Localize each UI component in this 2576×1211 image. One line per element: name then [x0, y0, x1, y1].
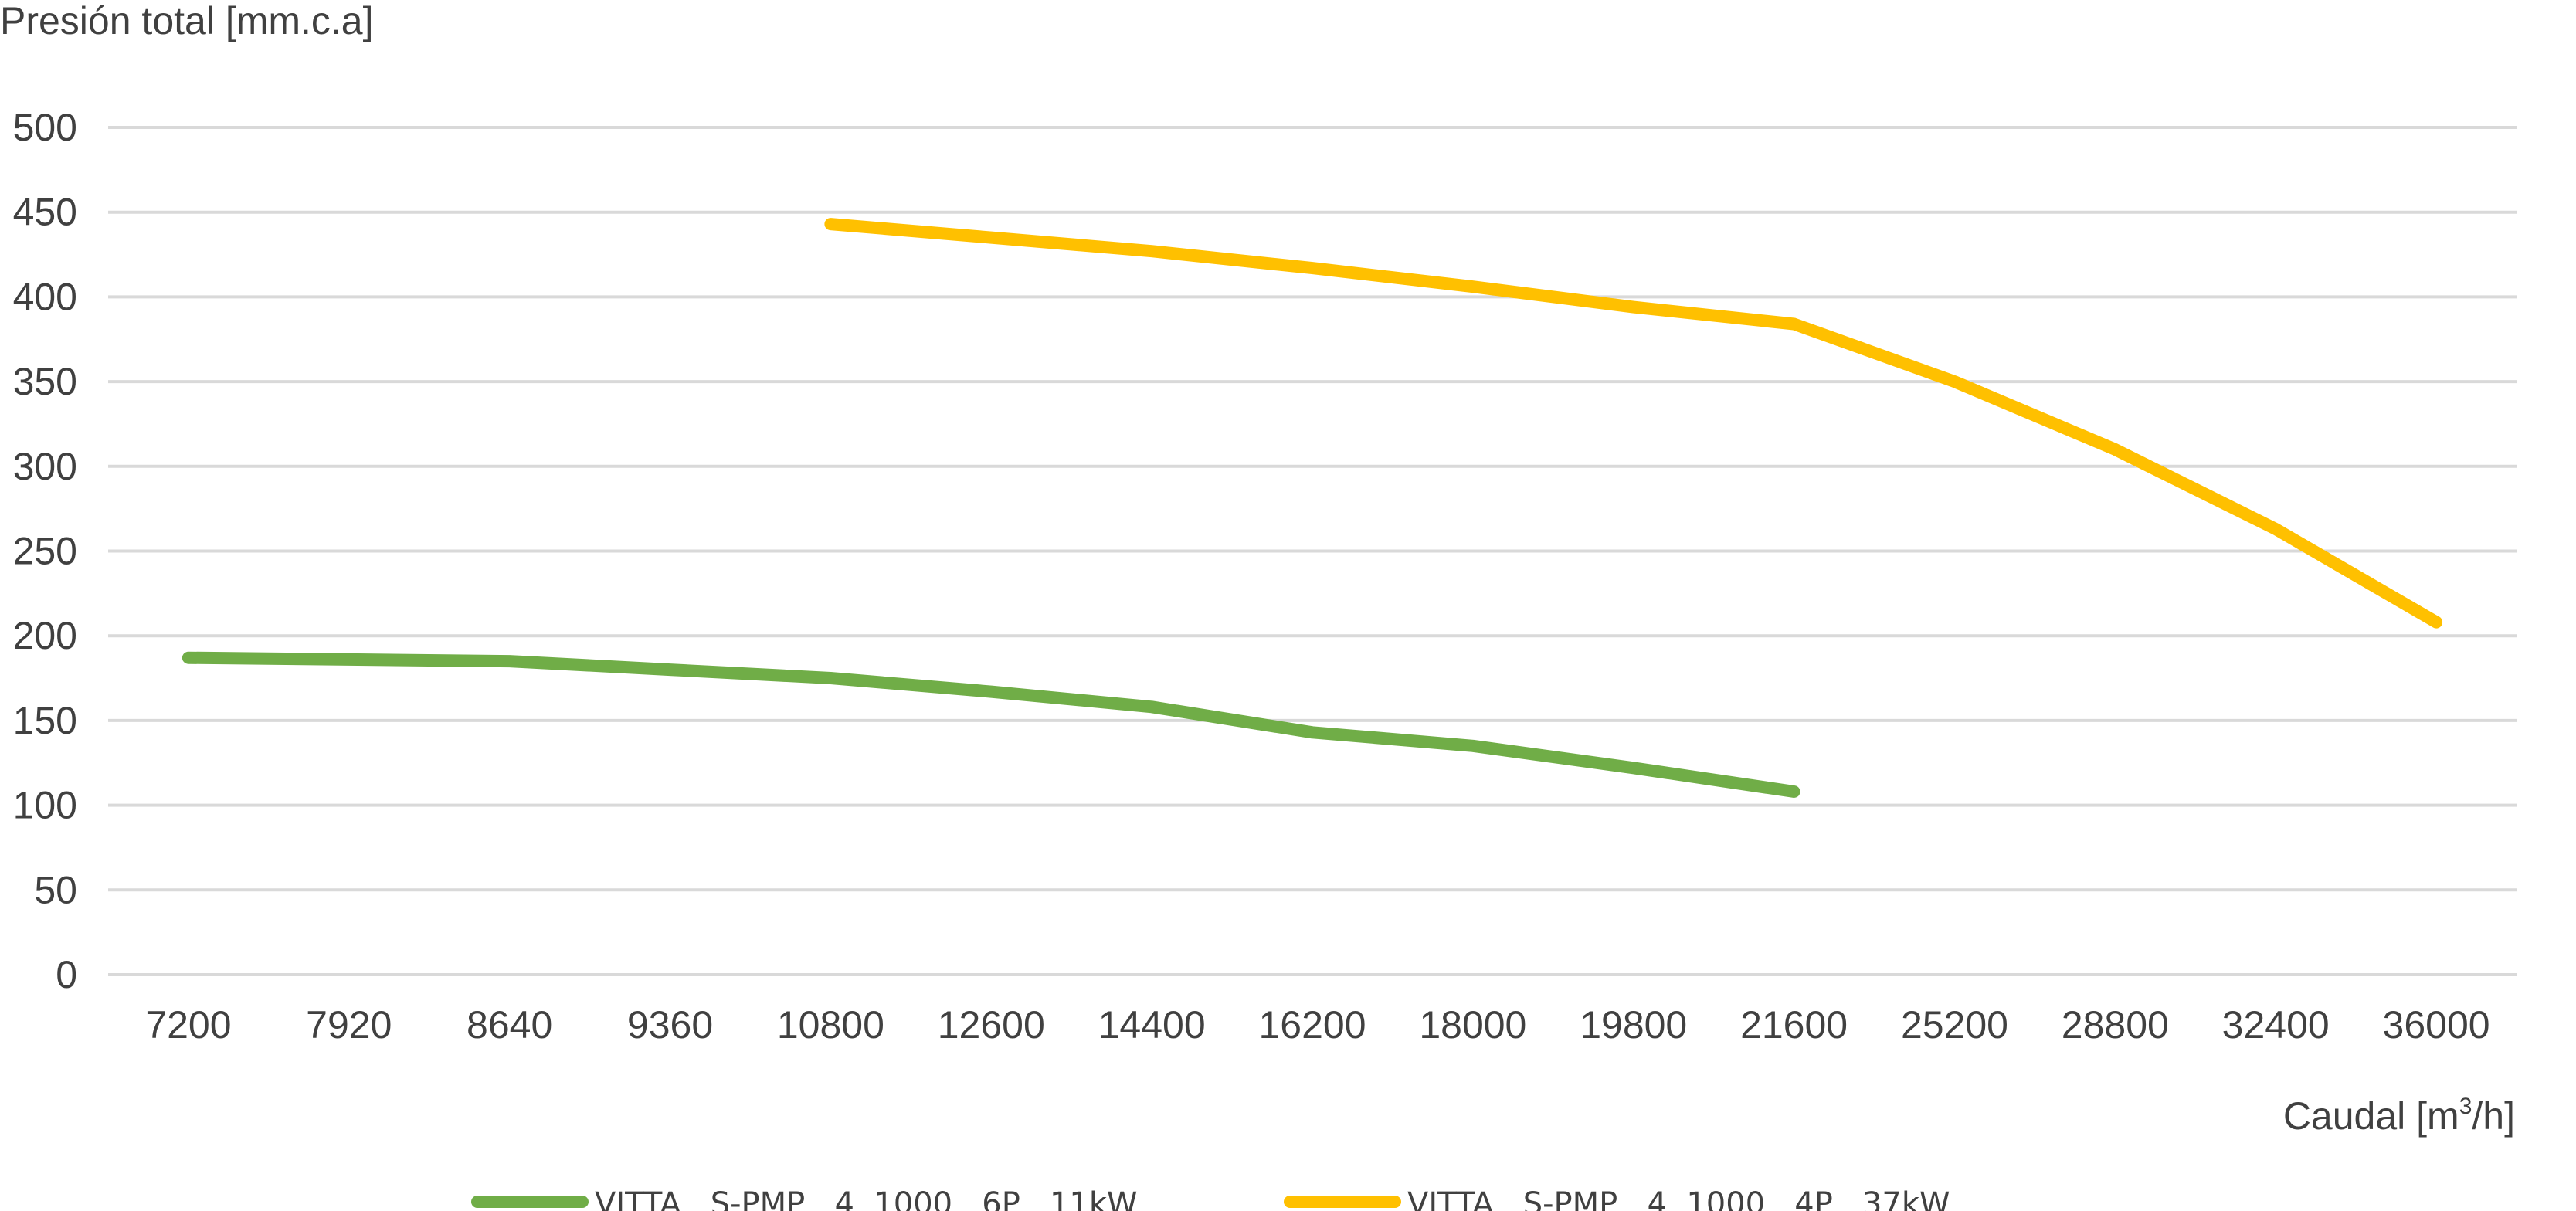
- data-point: [1312, 731, 1313, 733]
- x-tick-labels: 7200 7920 8640 9360 10800 12600 14400 16200 1800…: [145, 1003, 2489, 1046]
- x-axis-label: Caudal [m3/h]: [2283, 1094, 2515, 1138]
- series-line-2: [824, 218, 2443, 629]
- x-tick-label: 9360: [627, 1003, 713, 1046]
- y-tick-label: 100: [13, 784, 77, 827]
- x-tick-label: 28800: [2062, 1003, 2169, 1046]
- y-tick-label: 50: [34, 868, 77, 911]
- legend-label: VITTA S-PMP 4 1000 4P 37kW: [1407, 1186, 1950, 1211]
- data-point: [830, 223, 831, 225]
- x-tick-label: 19800: [1580, 1003, 1687, 1046]
- x-tick-label: 36000: [2383, 1003, 2490, 1046]
- data-point: [348, 659, 350, 660]
- y-tick-label: 400: [13, 275, 77, 318]
- y-tick-labels: 0 50 100 150 200 250 300 350 400 450 500: [13, 106, 77, 996]
- x-tick-label: 25200: [1901, 1003, 2008, 1046]
- y-tick-label: 450: [13, 191, 77, 234]
- data-point: [1312, 267, 1313, 269]
- x-tick-label: 32400: [2222, 1003, 2330, 1046]
- x-tick-label: 18000: [1419, 1003, 1526, 1046]
- x-tick-label: 21600: [1740, 1003, 1848, 1046]
- x-tick-label: 12600: [938, 1003, 1045, 1046]
- gridlines: [108, 126, 2517, 976]
- legend-label: VITTA S-PMP 4 1000 6P 11kW: [595, 1186, 1138, 1211]
- y-tick-label: 0: [56, 953, 77, 996]
- series-lines: [182, 218, 2443, 798]
- y-tick-label: 500: [13, 106, 77, 149]
- y-tick-label: 350: [13, 360, 77, 403]
- legend: VITTA S-PMP 4 1000 6P 11kW VITTA S-PMP 4 …: [471, 1186, 1950, 1211]
- data-point: [1472, 745, 1474, 747]
- data-point: [990, 237, 992, 239]
- x-tick-label: 7200: [145, 1003, 231, 1046]
- x-tick-label: 10800: [777, 1003, 884, 1046]
- x-tick-label: 14400: [1098, 1003, 1206, 1046]
- x-tick-label: 7920: [306, 1003, 392, 1046]
- y-tick-label: 150: [13, 699, 77, 742]
- data-point: [830, 677, 831, 679]
- x-tick-label: 8640: [467, 1003, 552, 1046]
- series-line-1: [182, 651, 1800, 798]
- data-point: [509, 660, 511, 662]
- data-point: [990, 691, 992, 693]
- y-tick-label: 200: [13, 614, 77, 657]
- x-tick-label: 16200: [1258, 1003, 1366, 1046]
- y-axis-label: Presión total [mm.c.a]: [0, 0, 374, 42]
- y-tick-label: 250: [13, 530, 77, 573]
- y-tick-label: 300: [13, 445, 77, 488]
